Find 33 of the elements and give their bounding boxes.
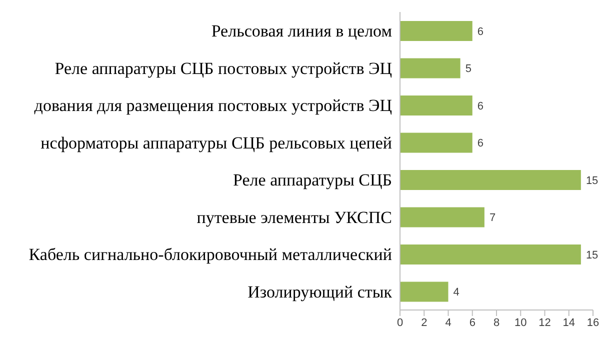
data-label: 6 (477, 138, 484, 150)
bar (400, 58, 460, 78)
bar (400, 282, 448, 302)
y-tick-label: Реле аппаратуры СЦБ (233, 170, 392, 190)
bar (400, 132, 472, 153)
x-tick-label: 8 (493, 316, 500, 329)
x-tick-label: 0 (396, 316, 404, 329)
bar (400, 170, 581, 190)
data-label: 5 (465, 63, 472, 76)
x-tick-label: 12 (538, 316, 551, 329)
x-tick-label: 16 (586, 316, 600, 329)
data-label: 15 (586, 249, 598, 262)
x-tick-label: 6 (469, 316, 476, 329)
data-label: 4 (453, 286, 460, 299)
data-label: 7 (489, 212, 496, 224)
y-tick-label: путевые элементы УКСПС (196, 208, 392, 227)
y-tick-label: нсформаторы аппаратуры СЦБ рельсовых цепей (40, 133, 392, 152)
y-tick-label: Рельсовая линия в целом (211, 22, 392, 41)
data-label: 15 (586, 174, 598, 187)
data-label: 6 (477, 26, 484, 38)
x-tick-label: 14 (562, 316, 575, 329)
y-tick-label: Изолирующий стык (248, 282, 393, 302)
y-tick-label: Реле аппаратуры СЦБ постовых устройств ЭЦ (54, 58, 392, 78)
x-tick-label: 4 (445, 316, 452, 329)
data-label: 6 (477, 100, 484, 112)
bar (400, 244, 581, 264)
x-tick-label: 10 (514, 316, 527, 329)
bar (400, 207, 484, 228)
bar (400, 96, 472, 116)
y-tick-label: Кабель сигнально-блокировочный металлический (28, 245, 392, 264)
y-tick-label: дования для размещения постовых устройств ЭЦ (34, 96, 392, 116)
bar (400, 21, 472, 41)
x-tick-label: 2 (421, 316, 428, 329)
